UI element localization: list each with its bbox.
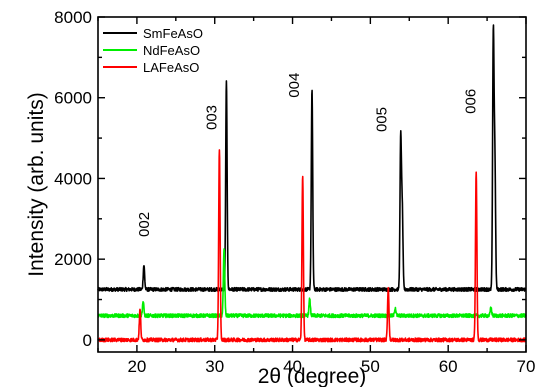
x-tick-label: 60 bbox=[439, 357, 458, 376]
peak-label-005: 005 bbox=[373, 107, 390, 132]
y-tick-label: 4000 bbox=[54, 169, 92, 188]
y-axis-title: Intensity (arb. units) bbox=[25, 92, 48, 276]
peak-label-003: 003 bbox=[204, 105, 221, 130]
legend-label-lafeaso: LAFeAsO bbox=[143, 60, 199, 75]
y-tick-label: 0 bbox=[83, 331, 92, 350]
peak-label-004: 004 bbox=[286, 73, 303, 98]
series-line-ndfeaso bbox=[97, 248, 527, 319]
legend: SmFeAsO NdFeAsO LAFeAsO bbox=[103, 26, 203, 75]
x-tick-label: 40 bbox=[283, 357, 302, 376]
y-tick-label: 8000 bbox=[54, 8, 92, 27]
legend-label-ndfeaso: NdFeAsO bbox=[143, 43, 200, 58]
annotation-layer: 002 003 004 005 006 bbox=[136, 73, 480, 237]
plot-frame bbox=[97, 16, 527, 353]
x-tick-label: 30 bbox=[205, 357, 224, 376]
x-tick-label: 20 bbox=[127, 357, 146, 376]
x-tick-label: 50 bbox=[361, 357, 380, 376]
y-tick-label: 6000 bbox=[54, 89, 92, 108]
legend-label-smfeaso: SmFeAsO bbox=[143, 26, 203, 41]
series-layer bbox=[97, 24, 527, 343]
peak-label-002: 002 bbox=[136, 212, 153, 237]
axes-layer: 20 30 40 50 60 70 0 2000 4000 6000 8000 bbox=[54, 8, 535, 376]
x-axis-title: 2θ (degree) bbox=[258, 365, 367, 387]
x-tick-label: 70 bbox=[517, 357, 536, 376]
peak-label-006: 006 bbox=[463, 89, 480, 114]
y-tick-label: 2000 bbox=[54, 250, 92, 269]
series-line-smfeaso bbox=[97, 24, 527, 293]
series-line-lafeaso bbox=[97, 149, 527, 343]
